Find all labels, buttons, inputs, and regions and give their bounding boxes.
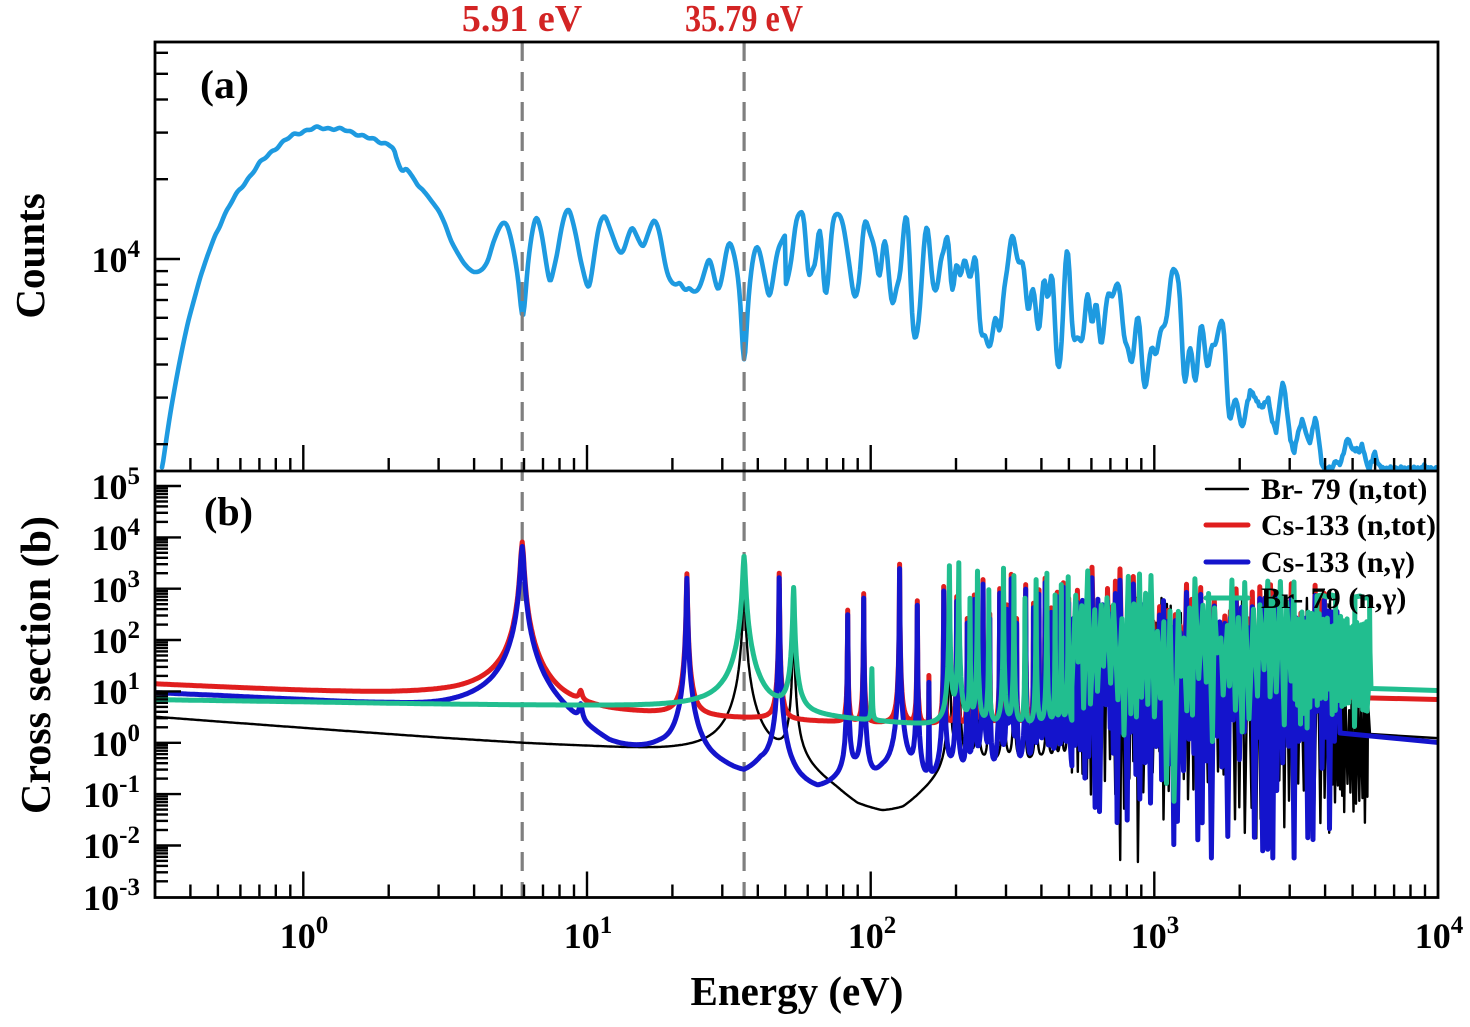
svg-text:5.91 eV: 5.91 eV	[462, 0, 583, 40]
svg-text:Br- 79 (n,γ): Br- 79 (n,γ)	[1261, 582, 1406, 615]
svg-text:Cross section (b): Cross section (b)	[14, 516, 60, 814]
svg-text:(a): (a)	[200, 62, 249, 107]
svg-text:103: 103	[92, 566, 141, 610]
svg-text:(b): (b)	[204, 489, 253, 534]
svg-text:Counts: Counts	[7, 193, 53, 318]
svg-text:35.79 eV: 35.79 eV	[685, 0, 803, 40]
svg-text:Cs-133 (n,γ): Cs-133 (n,γ)	[1261, 546, 1415, 579]
svg-text:102: 102	[92, 617, 141, 661]
svg-text:100: 100	[92, 720, 141, 764]
svg-text:Br- 79 (n,tot): Br- 79 (n,tot)	[1261, 473, 1427, 506]
svg-text:Cs-133 (n,tot): Cs-133 (n,tot)	[1261, 509, 1436, 542]
svg-text:Energy (eV): Energy (eV)	[691, 968, 904, 1014]
